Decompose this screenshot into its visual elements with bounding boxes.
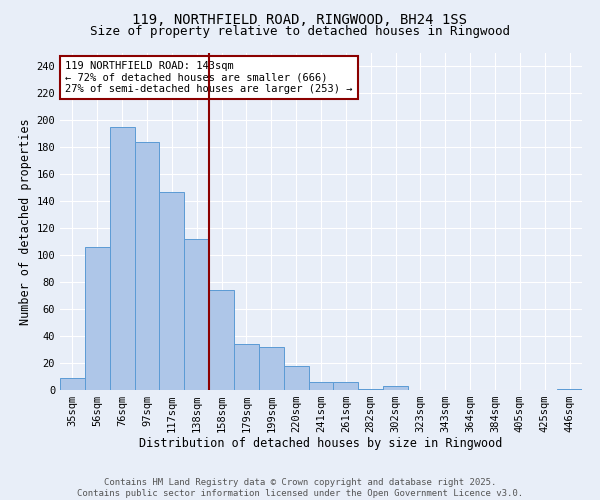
Bar <box>160 192 184 390</box>
Bar <box>60 378 85 390</box>
Bar <box>334 382 358 390</box>
Bar <box>110 126 134 390</box>
Text: 119 NORTHFIELD ROAD: 143sqm
← 72% of detached houses are smaller (666)
27% of se: 119 NORTHFIELD ROAD: 143sqm ← 72% of det… <box>65 61 353 94</box>
Bar <box>209 290 234 390</box>
Bar <box>358 388 383 390</box>
Bar <box>308 382 334 390</box>
Bar <box>234 344 259 390</box>
Text: Contains HM Land Registry data © Crown copyright and database right 2025.
Contai: Contains HM Land Registry data © Crown c… <box>77 478 523 498</box>
Bar <box>557 388 582 390</box>
X-axis label: Distribution of detached houses by size in Ringwood: Distribution of detached houses by size … <box>139 436 503 450</box>
Y-axis label: Number of detached properties: Number of detached properties <box>19 118 32 324</box>
Bar <box>134 142 160 390</box>
Text: Size of property relative to detached houses in Ringwood: Size of property relative to detached ho… <box>90 25 510 38</box>
Bar <box>184 239 209 390</box>
Bar <box>85 247 110 390</box>
Bar <box>284 366 308 390</box>
Bar <box>383 386 408 390</box>
Bar <box>259 347 284 390</box>
Text: 119, NORTHFIELD ROAD, RINGWOOD, BH24 1SS: 119, NORTHFIELD ROAD, RINGWOOD, BH24 1SS <box>133 12 467 26</box>
